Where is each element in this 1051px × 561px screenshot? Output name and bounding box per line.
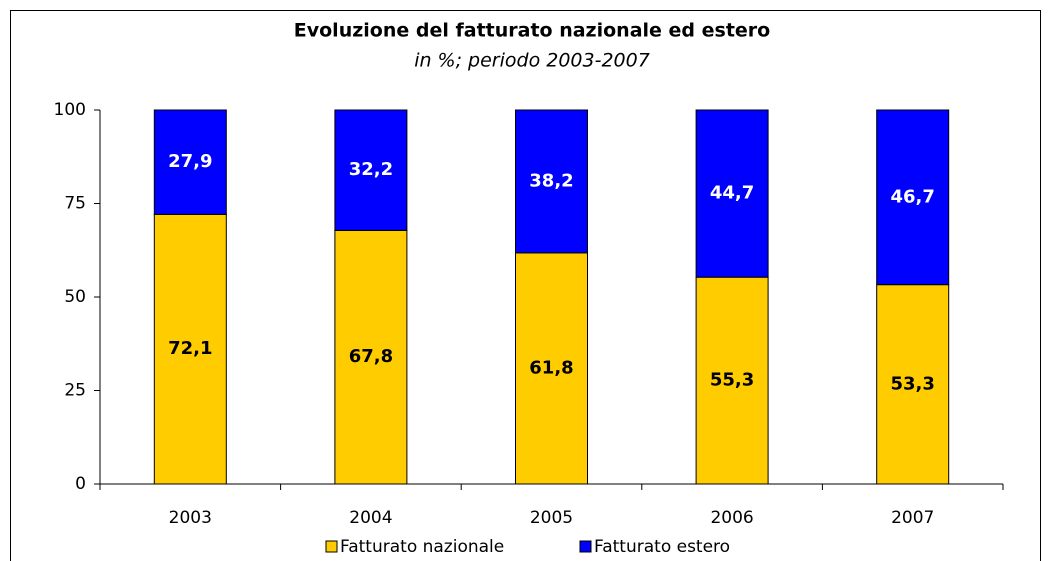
value-label: 32,2 xyxy=(349,159,393,180)
y-tick-label: 50 xyxy=(64,287,86,307)
x-tick-label: 2004 xyxy=(349,508,392,528)
x-tick-label: 2003 xyxy=(169,508,212,528)
value-label: 53,3 xyxy=(890,373,934,394)
y-tick-label: 75 xyxy=(64,194,86,214)
bar-segment xyxy=(153,213,227,485)
bar-segment xyxy=(876,284,950,485)
value-label: 44,7 xyxy=(710,183,754,204)
legend-swatch xyxy=(579,540,592,553)
legend-swatch xyxy=(325,540,338,553)
bar-segment xyxy=(334,109,408,231)
value-label: 67,8 xyxy=(349,346,393,367)
legend-label: Fatturato nazionale xyxy=(340,537,504,557)
bar-segment xyxy=(153,109,227,215)
x-tick-label: 2006 xyxy=(710,508,753,528)
bar-segment xyxy=(876,109,950,286)
value-label: 38,2 xyxy=(529,170,573,191)
value-label: 46,7 xyxy=(890,186,934,207)
value-label: 55,3 xyxy=(710,370,754,391)
bar-segment xyxy=(515,252,588,485)
chart-title: Evoluzione del fatturato nazionale ed es… xyxy=(294,20,770,42)
value-label: 27,9 xyxy=(168,151,212,172)
y-tick-label: 25 xyxy=(64,381,86,401)
bar-segment xyxy=(515,109,588,254)
chart-subtitle: in %; periodo 2003-2007 xyxy=(414,50,650,72)
y-tick-label: 100 xyxy=(54,100,86,120)
x-tick-label: 2007 xyxy=(891,508,934,528)
bar-segment xyxy=(695,109,769,278)
bar-segment xyxy=(334,229,408,485)
legend-label: Fatturato estero xyxy=(594,537,730,557)
value-label: 72,1 xyxy=(168,338,212,359)
x-tick-label: 2005 xyxy=(530,508,573,528)
y-tick-label: 0 xyxy=(75,474,86,494)
value-label: 61,8 xyxy=(529,357,573,378)
